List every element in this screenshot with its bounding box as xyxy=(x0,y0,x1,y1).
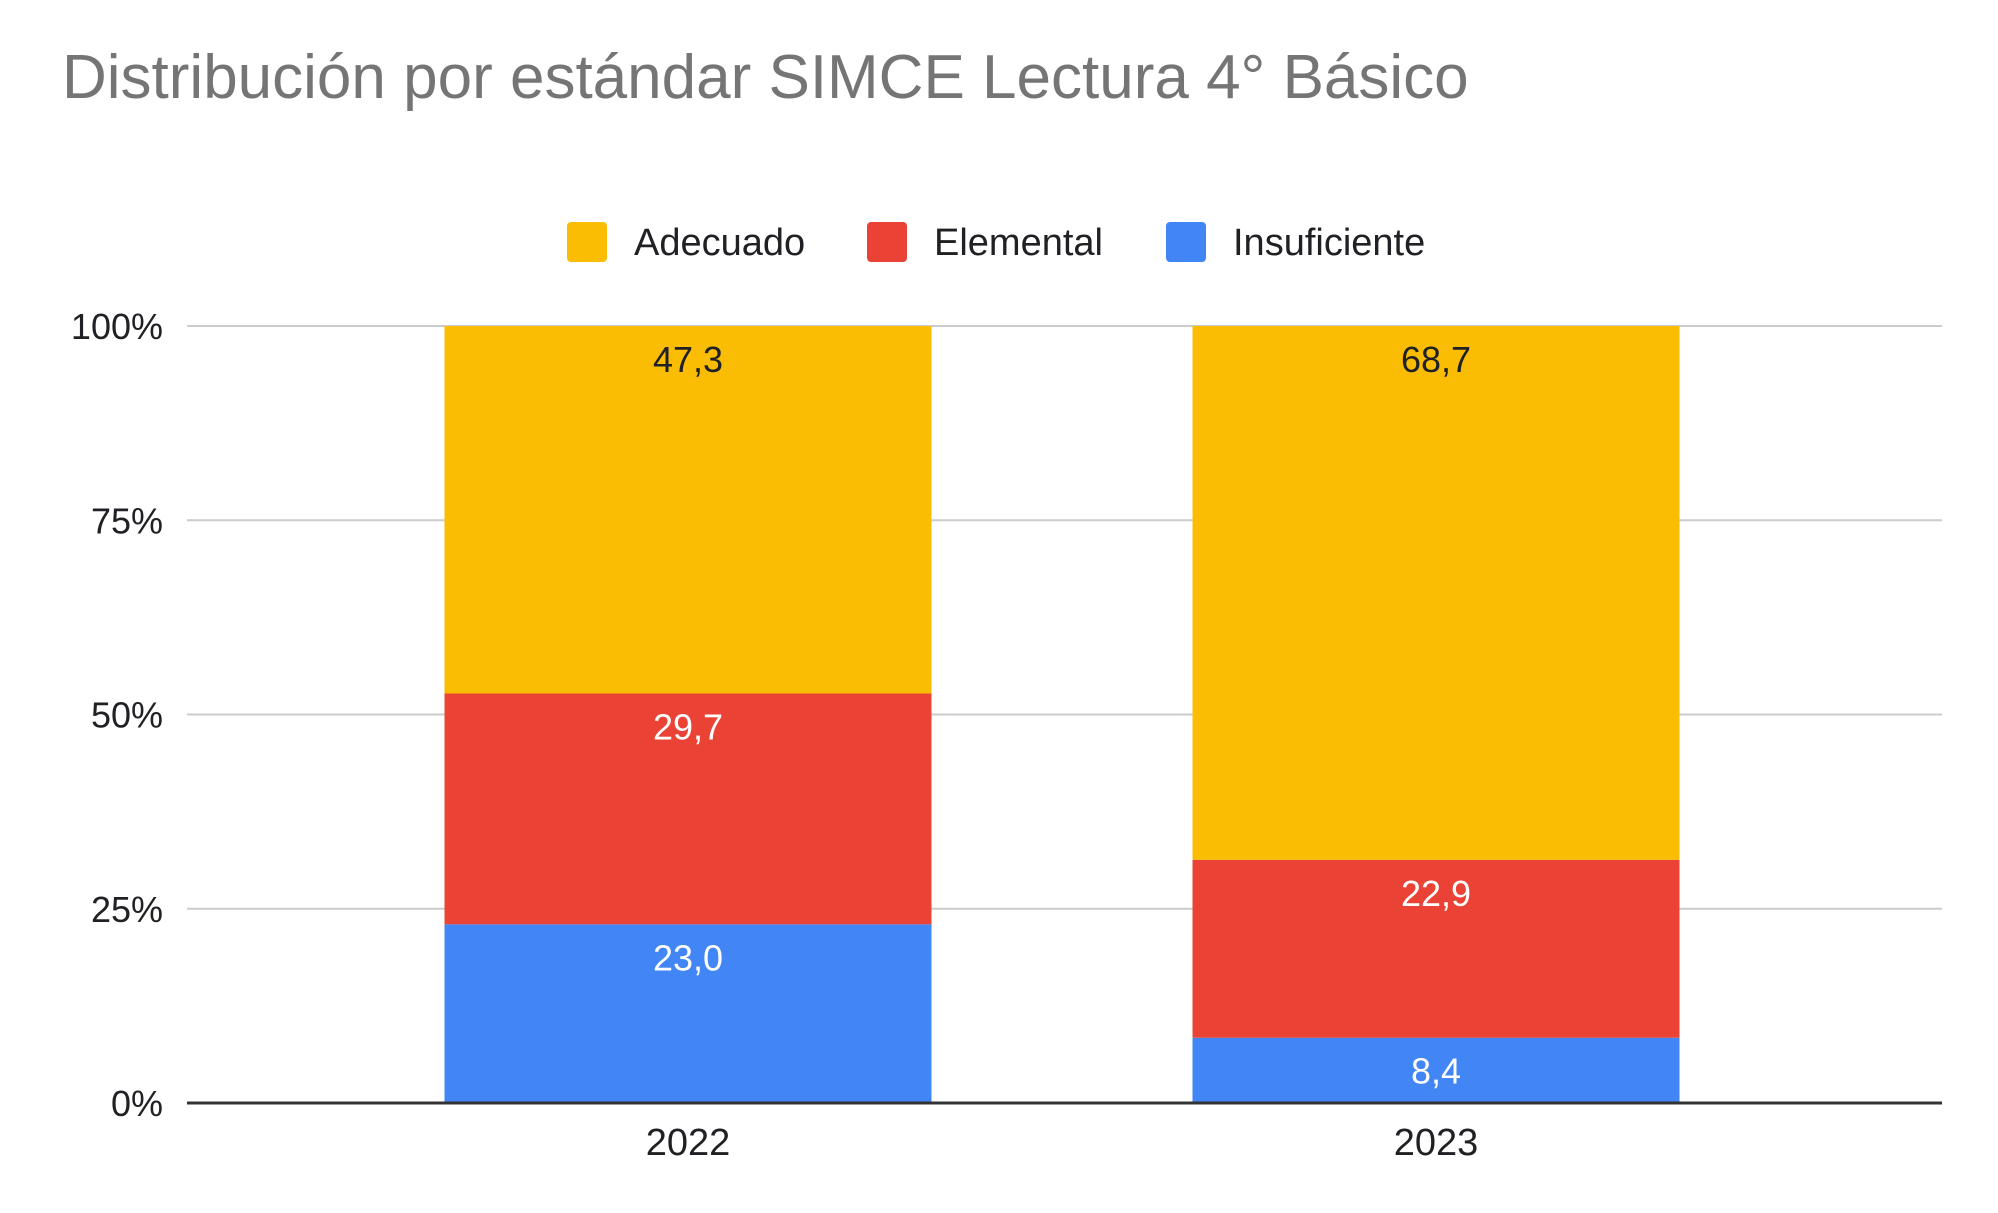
legend-swatch-elemental xyxy=(867,222,907,262)
bar-elemental-2023 xyxy=(1192,859,1680,1038)
y-tick-label-100: 100% xyxy=(71,306,163,347)
data-label-elemental-2023: 22,9 xyxy=(1401,873,1471,914)
y-tick-label-0: 0% xyxy=(111,1083,163,1124)
data-label-insuficiente-2023: 8,4 xyxy=(1411,1051,1461,1092)
bar-insuficiente-2022 xyxy=(444,924,932,1103)
x-tick-label-2023: 2023 xyxy=(1394,1122,1479,1164)
x-tick-label-2022: 2022 xyxy=(646,1122,731,1164)
legend-label-adecuado: Adecuado xyxy=(634,222,805,264)
y-axis: 0% 25% 50% 75% 100% xyxy=(71,306,163,1124)
bar-adecuado-2022 xyxy=(444,326,932,694)
legend-swatch-adecuado xyxy=(567,222,607,262)
legend: Adecuado Elemental Insuficiente xyxy=(567,222,1425,264)
data-label-elemental-2022: 29,7 xyxy=(653,707,723,748)
data-label-insuficiente-2022: 23,0 xyxy=(653,937,723,978)
bars: 23,0 29,7 47,3 8,4 22,9 68,7 xyxy=(444,326,1680,1103)
bar-insuficiente-2023 xyxy=(1192,1037,1680,1103)
legend-label-insuficiente: Insuficiente xyxy=(1233,222,1425,264)
x-axis: 2022 2023 xyxy=(187,1101,1942,1164)
data-label-adecuado-2023: 68,7 xyxy=(1401,339,1471,380)
data-label-adecuado-2022: 47,3 xyxy=(653,339,723,380)
y-tick-label-50: 50% xyxy=(91,695,163,736)
bar-adecuado-2023 xyxy=(1192,326,1680,860)
legend-label-elemental: Elemental xyxy=(934,222,1103,264)
legend-swatch-insuficiente xyxy=(1166,222,1206,262)
y-tick-label-25: 25% xyxy=(91,889,163,930)
chart-title: Distribución por estándar SIMCE Lectura … xyxy=(62,43,1469,112)
y-tick-label-75: 75% xyxy=(91,500,163,541)
bar-elemental-2022 xyxy=(444,693,932,925)
